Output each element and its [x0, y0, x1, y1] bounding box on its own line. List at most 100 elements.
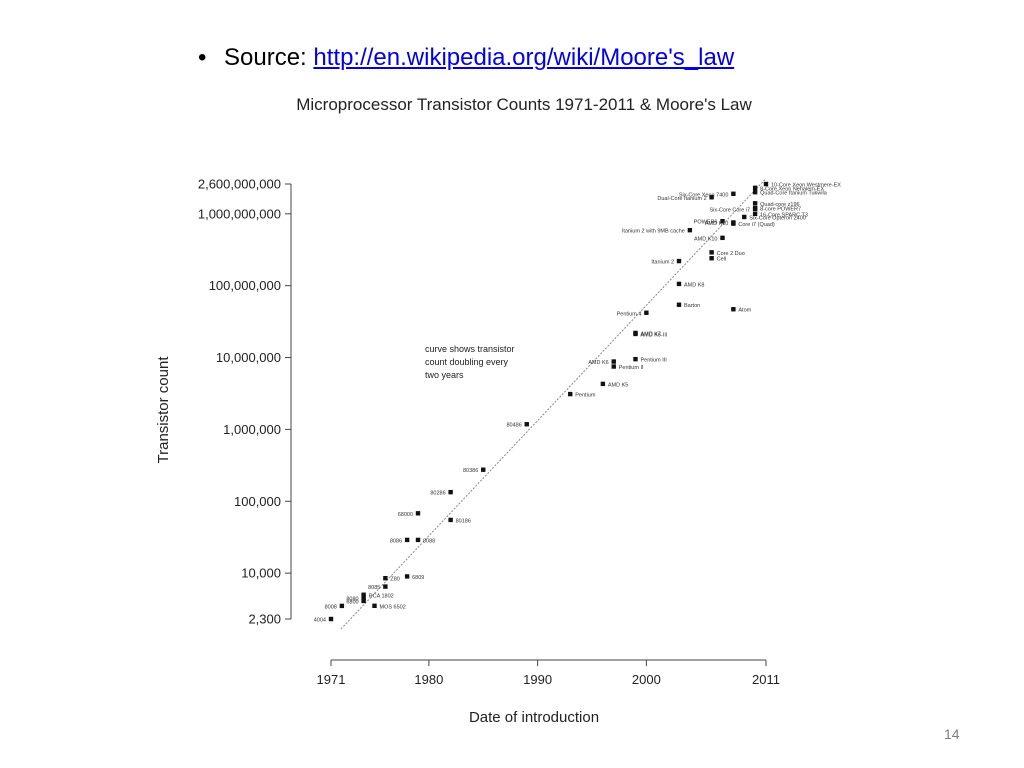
data-point [448, 489, 453, 495]
chart-title: Microprocessor Transistor Counts 1971-20… [296, 95, 752, 114]
data-point [731, 191, 736, 196]
data-point [361, 595, 366, 601]
data-point-label: 8088 [423, 538, 435, 544]
data-point-label: AMD K7 [641, 331, 661, 337]
data-point-label: Atom [738, 308, 751, 314]
data-point [372, 603, 377, 609]
data-point [633, 330, 638, 336]
data-points: 4004 8008 8080 RCA 1802 MOS 6502 6800 Z80 8085 6… [314, 181, 841, 624]
bullet-marker: • [198, 44, 207, 71]
data-point [328, 616, 334, 622]
data-point-label: 4004 [314, 618, 326, 624]
data-point-label: Z80 [390, 577, 399, 583]
data-point-label: Quad-Core Itanium Tukwila [760, 191, 828, 197]
data-point-label: Six-Core Opteron 2400 [749, 215, 806, 221]
source-link[interactable]: http://en.wikipedia.org/wiki/Moore's_law [313, 44, 735, 71]
data-point-label: 8086 [390, 538, 402, 544]
data-point-label: AMD K6 [588, 360, 608, 366]
y-tick-label: 1,000,000 [223, 422, 281, 437]
data-point [731, 307, 736, 312]
data-point [633, 356, 638, 362]
data-point [415, 537, 421, 543]
data-point-label: Pentium [575, 393, 596, 399]
data-point-label: Core i7 (Quad) [738, 222, 775, 228]
data-point-label: MOS 6502 [380, 604, 406, 610]
data-point-label: AMD K10 [694, 236, 718, 242]
data-point [752, 185, 758, 191]
y-tick-label: 100,000,000 [209, 278, 281, 293]
data-point [568, 391, 573, 397]
trend-line-group [340, 178, 767, 630]
data-point [709, 250, 714, 255]
data-point-label: AMD K5 [608, 382, 628, 388]
data-point [415, 511, 421, 516]
data-point [676, 281, 682, 287]
data-point [611, 359, 616, 364]
data-point-label: 8-Core Xeon Nehalem-EX [760, 186, 824, 192]
data-point-label: 6800 [346, 599, 358, 605]
x-axis-label: Date of introduction [469, 709, 599, 726]
data-point-label: POWER6 [694, 220, 718, 226]
data-point [611, 364, 616, 369]
data-point-label: 8-core POWER7 [760, 207, 801, 213]
data-point-label: Barton [684, 303, 700, 309]
annotation-line: two years [425, 370, 464, 380]
y-tick-label: 10,000,000 [216, 350, 281, 365]
x-tick-label: 2000 [632, 672, 661, 687]
data-point-label: 68000 [398, 512, 413, 518]
y-tick-label: 2,300 [248, 612, 281, 627]
data-point [752, 189, 758, 195]
annotation-line: curve shows transistor [425, 344, 515, 354]
data-point [644, 310, 649, 315]
data-point [731, 220, 736, 225]
y-tick-label: 100,000 [234, 494, 281, 509]
data-point-label: Cell [717, 257, 726, 263]
data-point [752, 201, 758, 206]
x-axis: 1971 1980 1990 2000 2011 [317, 659, 780, 687]
data-point [600, 381, 606, 387]
data-point [404, 537, 410, 543]
data-point [709, 256, 714, 261]
data-point-label: 8008 [325, 604, 337, 610]
data-point-label: AMD K8 [684, 282, 704, 288]
x-tick-label: 2011 [752, 672, 780, 687]
data-point-label: 8085 [368, 585, 380, 591]
data-point-label: 8080 [346, 597, 358, 603]
data-point [481, 467, 486, 472]
data-point [448, 517, 453, 523]
data-point [676, 302, 682, 307]
data-point-label: Pentium 4 [617, 311, 642, 317]
data-point-label: Pentium III [641, 358, 668, 364]
data-point [742, 214, 747, 220]
data-point [676, 258, 682, 264]
data-point-label: Core 2 Duo [717, 251, 745, 257]
data-point-label: 80486 [506, 423, 521, 429]
x-tick-label: 1980 [414, 672, 443, 687]
data-point-label: Pentium II [619, 365, 644, 371]
data-point-label: 10-Core Xeon Westmere-EX [771, 183, 841, 189]
data-point [361, 592, 366, 597]
y-tick-label: 1,000,000,000 [198, 206, 281, 221]
data-point-label: Itanium 2 [651, 260, 674, 266]
source-label: Source: [224, 44, 314, 71]
data-point [361, 598, 366, 604]
y-tick-label: 2,600,000,000 [198, 177, 281, 192]
data-point-label: 80386 [463, 468, 478, 474]
trend-annotation: curve shows transistor count doubling eve… [425, 344, 515, 380]
data-point-label: Dual-Core Itanium 2 [657, 196, 706, 202]
data-point-label: Six-Core Core i7 [709, 207, 750, 213]
data-point-label: Quad-core z196 [760, 202, 799, 208]
trend-line [340, 178, 767, 630]
data-point [687, 227, 693, 233]
y-axis: 2,600,000,000 1,000,000,000 100,000,000 10,… [198, 177, 292, 627]
data-point-label: 80286 [430, 491, 445, 497]
y-axis-label: Transistor count [155, 356, 172, 464]
data-point [383, 576, 388, 581]
data-point-label: Itanium 2 with 9MB cache [622, 229, 685, 235]
data-point [720, 219, 725, 224]
data-point-label: RCA 1802 [369, 593, 394, 599]
data-point [404, 574, 410, 579]
y-tick-label: 10,000 [241, 566, 281, 581]
data-point [720, 235, 725, 241]
